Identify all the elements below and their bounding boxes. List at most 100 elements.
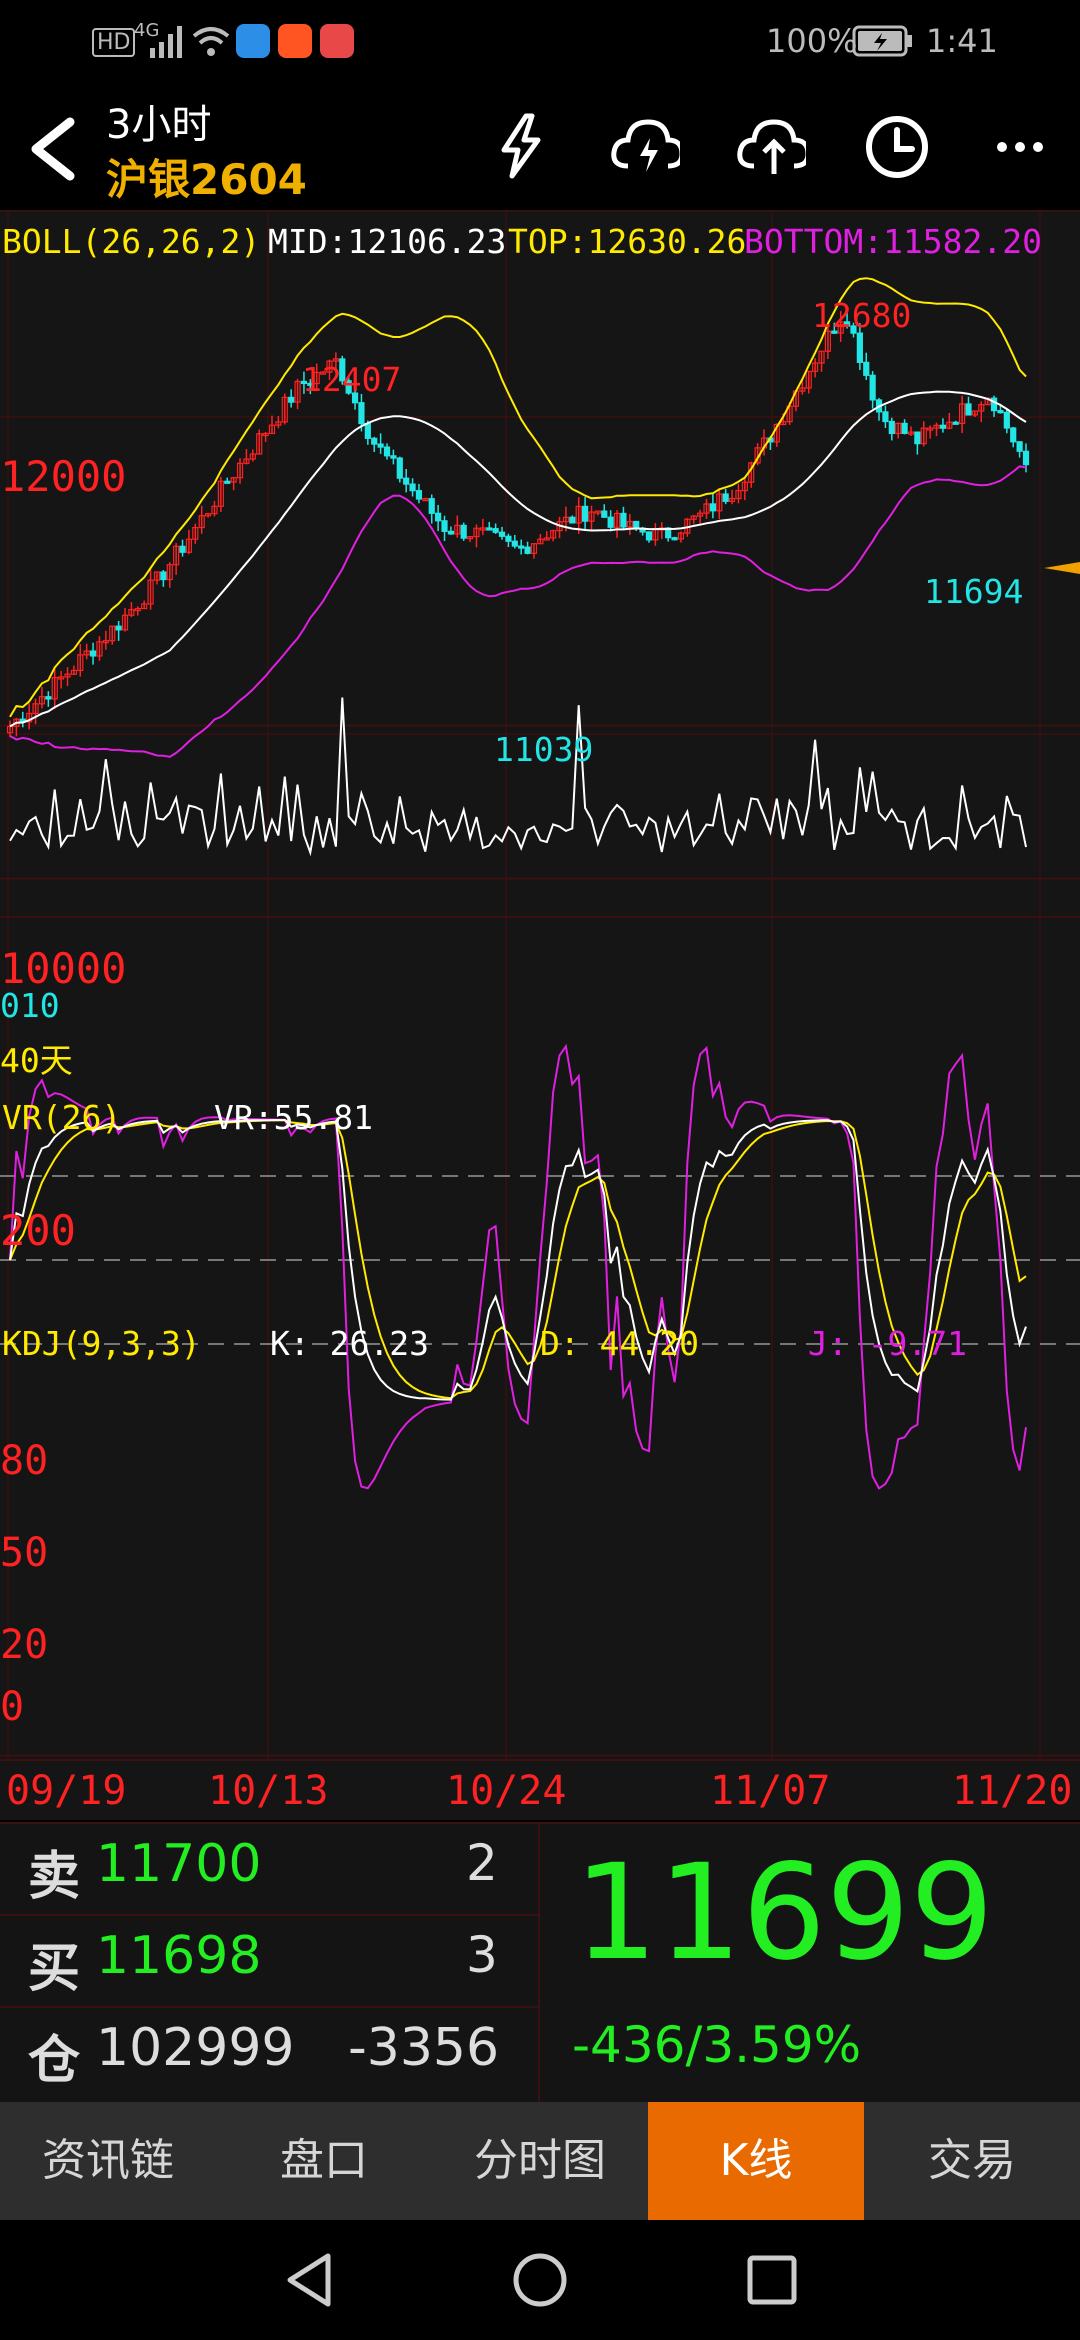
- candle-body: [728, 497, 736, 502]
- candle-body: [645, 531, 653, 541]
- vr-value: VR:55.81: [214, 1098, 373, 1137]
- gift-notification-icon: [320, 24, 354, 58]
- candle-body: [1010, 427, 1017, 443]
- ask-price[interactable]: 11700: [96, 1834, 262, 1894]
- trough-label: 11039: [494, 730, 594, 769]
- candle-body: [204, 513, 212, 517]
- quote-panel: 卖 11700 2 买 11698 3 仓 102999 -3356 11699…: [0, 1822, 1080, 2102]
- low-value-label: 010: [0, 986, 60, 1025]
- candle-body: [70, 669, 77, 675]
- candle-body: [498, 531, 506, 537]
- candle-body: [562, 516, 570, 523]
- candle-body: [377, 443, 384, 448]
- date-tick: 11/20: [952, 1768, 1073, 1814]
- candle-body: [320, 371, 327, 375]
- candle-body: [978, 404, 985, 412]
- candle-body: [473, 527, 480, 538]
- candle-body: [965, 403, 972, 416]
- candle-body: [332, 358, 339, 362]
- symbol-title[interactable]: 沪银2604: [106, 155, 307, 204]
- shopping-notification-icon: [278, 24, 312, 58]
- bottom-tab-bar: 资讯链 盘口 分时图 K线 交易: [0, 2102, 1080, 2220]
- battery-percent: 100%: [766, 22, 858, 60]
- candle-body: [64, 673, 71, 678]
- tab-kline[interactable]: K线: [648, 2102, 864, 2220]
- lightning-icon[interactable]: [486, 112, 556, 182]
- candle-body: [249, 453, 256, 460]
- candle-body: [256, 433, 263, 455]
- candle-body: [390, 455, 397, 459]
- candle-body: [345, 380, 352, 394]
- bid-price[interactable]: 11698: [96, 1926, 262, 1986]
- tab-intraday[interactable]: 分时图: [474, 2135, 606, 2186]
- candle-body: [939, 424, 947, 429]
- kdj-axis-50: 50: [0, 1530, 49, 1576]
- candle-body: [505, 535, 512, 542]
- candle-body: [863, 361, 870, 376]
- candle-body: [128, 609, 135, 616]
- candle-body: [403, 477, 410, 485]
- candle-body: [633, 520, 640, 529]
- open-interest-change: -3356: [348, 2018, 500, 2078]
- candle-body: [313, 371, 320, 385]
- candle-body: [102, 640, 109, 644]
- vr-axis-200: 200: [0, 1206, 76, 1255]
- kdj-k-line: [9, 1118, 1027, 1401]
- boll-top-line: [9, 277, 1027, 718]
- candlestick-series: [6, 311, 1030, 738]
- kdj-indicator-label[interactable]: KDJ(9,3,3): [2, 1324, 201, 1363]
- candle-body: [211, 505, 218, 515]
- candle-body: [677, 532, 685, 540]
- candle-body: [613, 512, 621, 528]
- date-tick: 11/07: [710, 1768, 831, 1814]
- vr-indicator-label[interactable]: VR(26): [2, 1098, 122, 1137]
- candle-body: [383, 446, 391, 457]
- candle-body: [217, 480, 224, 507]
- tab-trade[interactable]: 交易: [928, 2135, 1016, 2186]
- bid-volume: 3: [466, 1926, 498, 1984]
- chart-grid: [0, 210, 1080, 1761]
- candle-body: [971, 410, 978, 416]
- nav-recents-icon[interactable]: [742, 2250, 802, 2310]
- date-tick: 09/19: [6, 1768, 127, 1814]
- candle-body: [620, 512, 627, 528]
- boll-indicator-label[interactable]: BOLL(26,26,2): [2, 222, 261, 261]
- candle-body: [888, 420, 895, 435]
- candle-body: [428, 498, 435, 514]
- boll-top-value: TOP:12630.26: [508, 222, 747, 261]
- candle-body: [703, 503, 710, 514]
- candle-body: [147, 579, 154, 605]
- kline-chart-panel[interactable]: BOLL(26,26,2) MID:12106.23 TOP:12630.26 …: [0, 210, 1080, 1820]
- candle-body: [371, 437, 378, 445]
- tab-news-chain[interactable]: 资讯链: [42, 2135, 174, 2186]
- candle-body: [907, 431, 915, 435]
- kdj-axis-20: 20: [0, 1622, 49, 1668]
- tab-order-book[interactable]: 盘口: [280, 2135, 368, 2186]
- cloud-upload-icon[interactable]: [736, 112, 806, 182]
- candle-body: [51, 676, 58, 700]
- back-arrow-icon[interactable]: [22, 114, 82, 184]
- price-axis-10000: 10000: [0, 944, 127, 993]
- battery-icon: [852, 25, 912, 57]
- more-menu-icon[interactable]: [990, 112, 1060, 182]
- candle-body: [1022, 450, 1030, 466]
- candle-body: [243, 458, 250, 464]
- nav-home-icon[interactable]: [510, 2250, 570, 2310]
- price-axis-12000: 12000: [0, 452, 127, 501]
- candle-body: [946, 421, 953, 429]
- candle-body: [537, 538, 544, 545]
- boll-bottom-line: [9, 465, 1027, 758]
- date-tick: 10/24: [446, 1768, 567, 1814]
- clock-history-icon[interactable]: [862, 112, 932, 182]
- candle-body: [160, 571, 167, 581]
- candle-body: [581, 505, 589, 522]
- candle-body: [396, 457, 403, 479]
- candle-body: [530, 543, 538, 554]
- candle-body: [511, 540, 518, 547]
- candle-body: [230, 477, 237, 483]
- candle-body: [409, 483, 416, 492]
- cloud-flash-icon[interactable]: [610, 112, 680, 182]
- nav-back-icon[interactable]: [280, 2250, 340, 2310]
- kline-chart-svg[interactable]: [0, 210, 1080, 1820]
- indicator-lines: [9, 277, 1027, 1490]
